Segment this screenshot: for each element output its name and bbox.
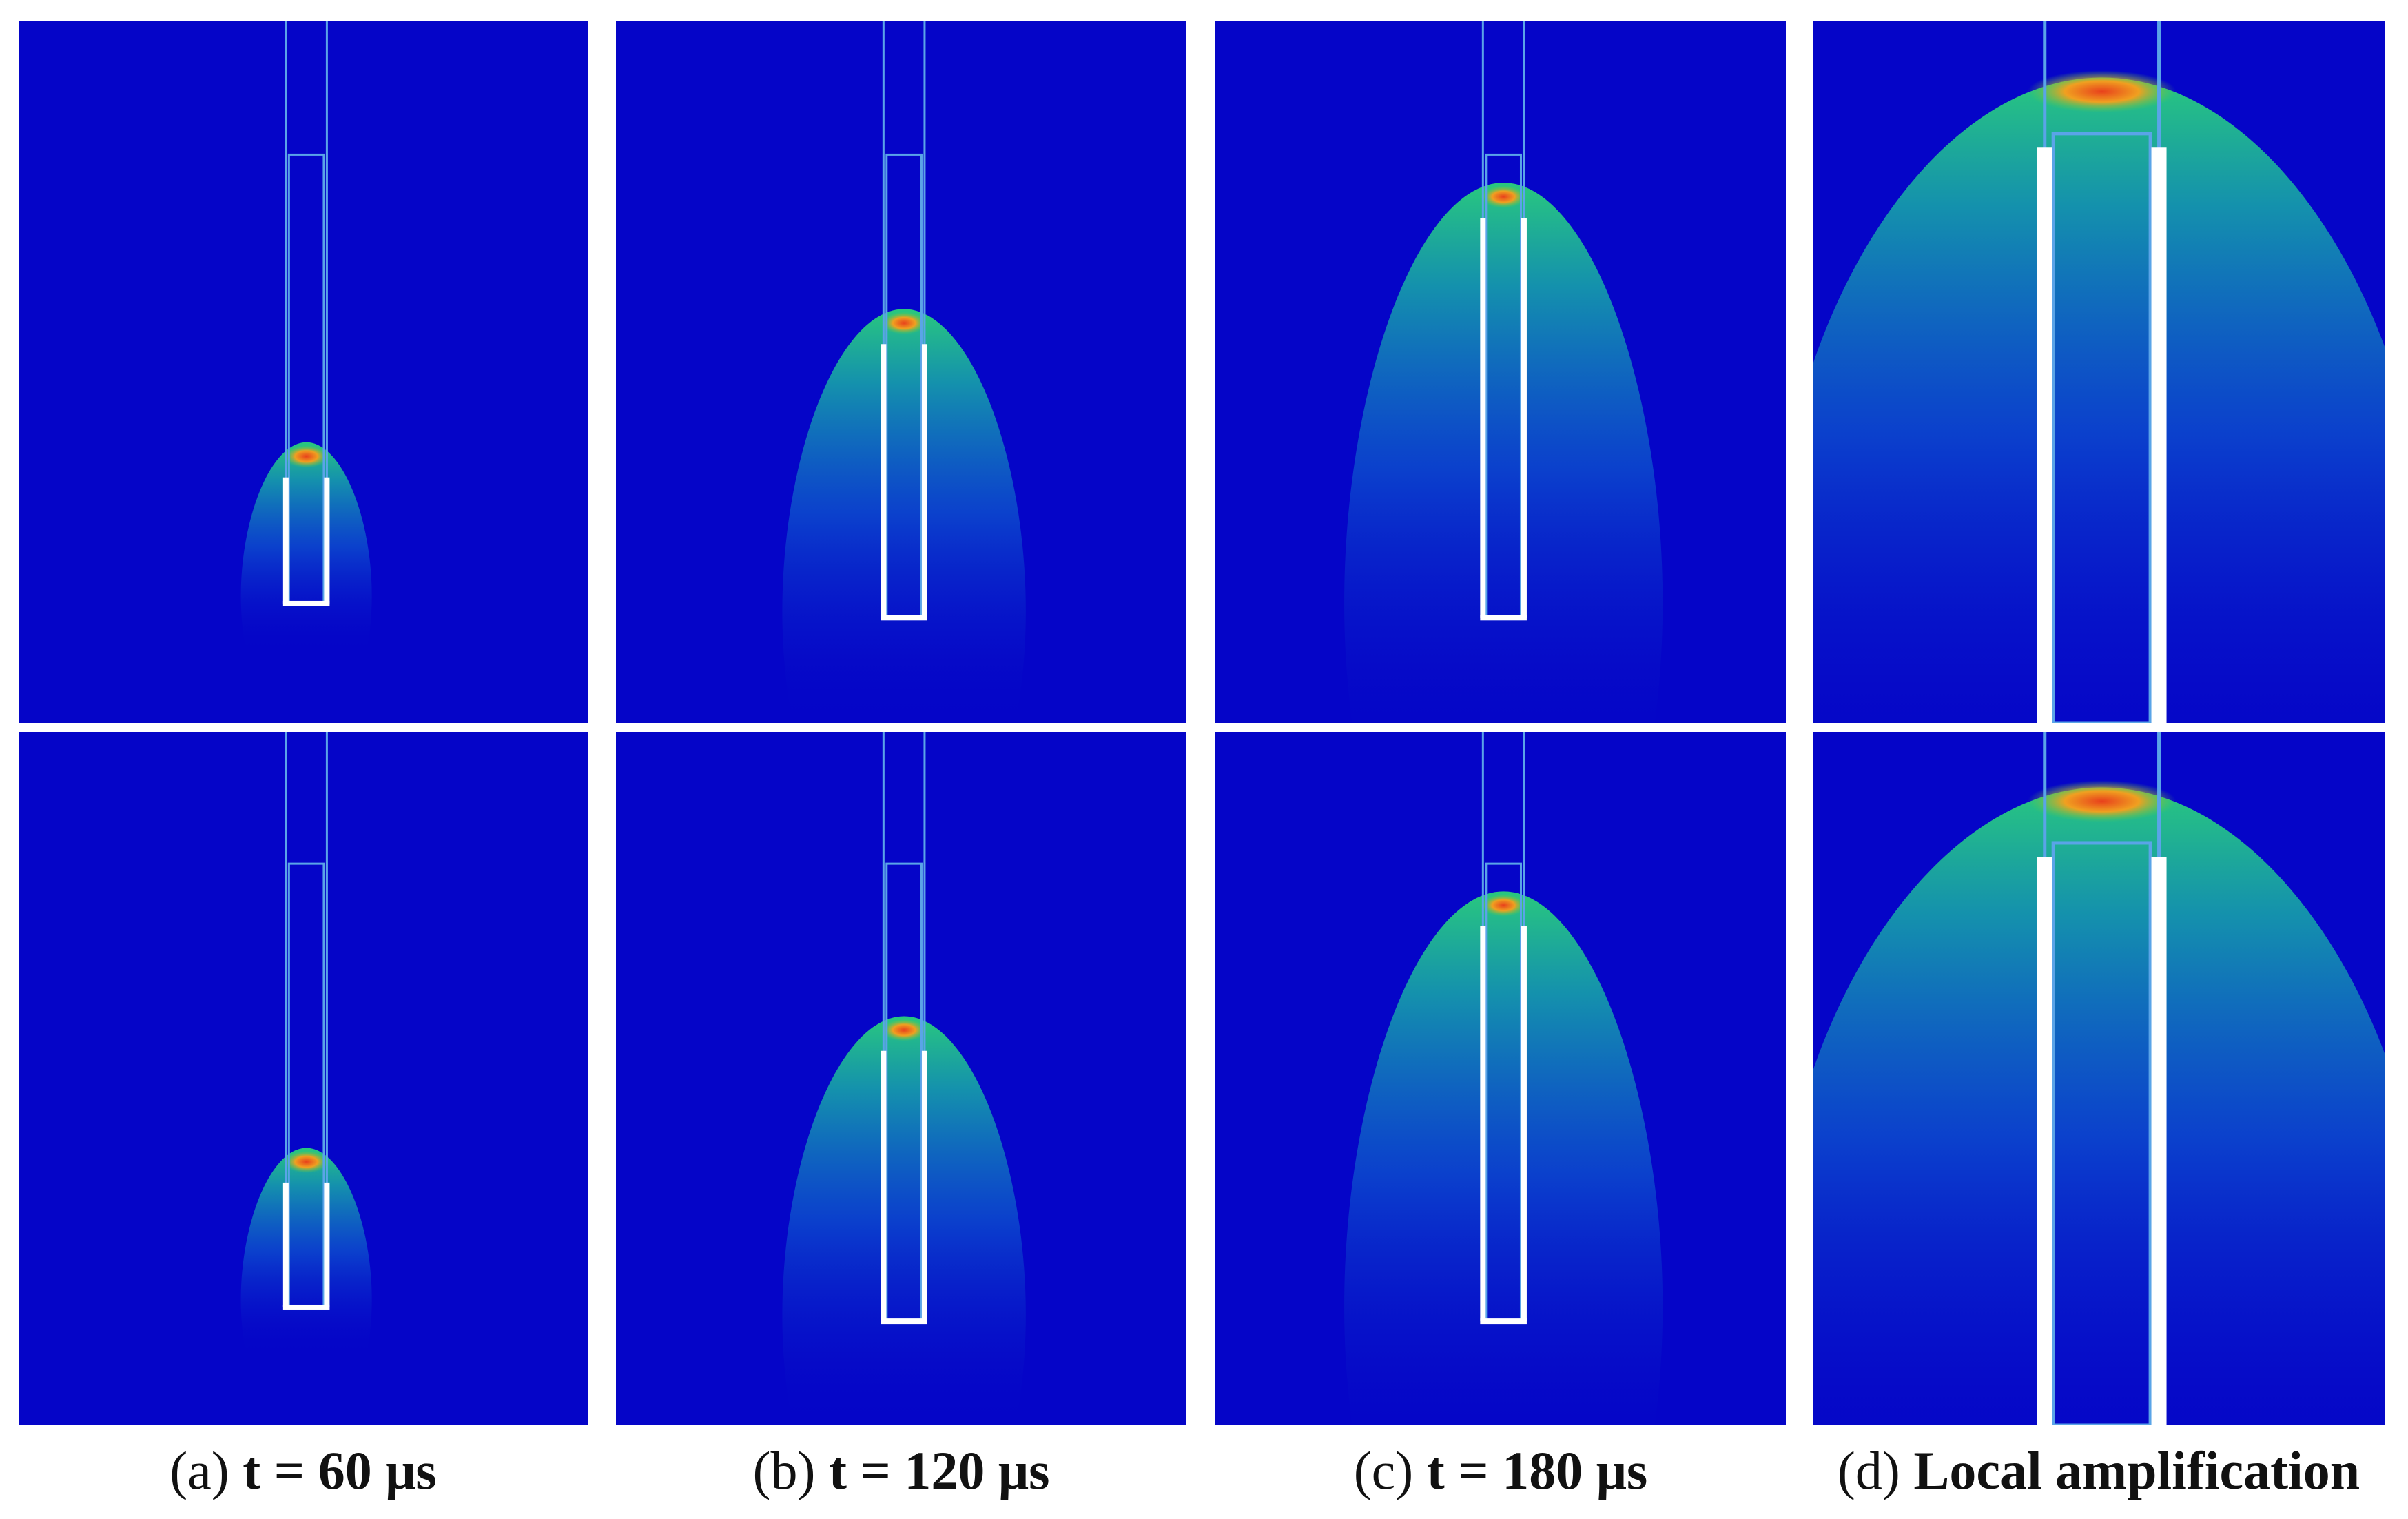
tube-inner — [2051, 841, 2152, 1425]
hot-cap — [881, 312, 927, 335]
white-bar — [921, 344, 927, 618]
caption: (d) Local amplification — [1838, 1440, 2360, 1500]
plume — [782, 309, 1026, 723]
caption-tag: (d) — [1838, 1440, 1900, 1500]
panel — [1813, 732, 2385, 1425]
caption-text: t = 180 μs — [1427, 1440, 1648, 1500]
white-bar — [921, 1050, 927, 1322]
plume — [1344, 891, 1663, 1425]
white-bar — [282, 1304, 330, 1310]
white-bar — [324, 1182, 330, 1307]
panel — [19, 732, 588, 1425]
white-bar — [282, 477, 289, 604]
panel — [616, 21, 1186, 723]
plume — [1344, 183, 1663, 723]
hot-cap — [283, 445, 329, 468]
caption: (c) t = 180 μs — [1354, 1440, 1648, 1500]
plume — [1813, 77, 2385, 723]
hot-cap — [283, 1150, 329, 1173]
plume — [782, 1016, 1026, 1425]
caption-tag: (c) — [1354, 1440, 1414, 1500]
plume — [1813, 787, 2385, 1425]
panel — [19, 21, 588, 723]
white-bar — [881, 615, 927, 621]
white-bar — [1480, 218, 1486, 618]
caption: (a) t = 60 μs — [169, 1440, 437, 1500]
hot-cap — [1481, 894, 1526, 917]
caption-text: t = 60 μs — [243, 1440, 437, 1500]
white-bar — [1480, 615, 1527, 621]
white-bar — [1521, 926, 1527, 1322]
white-bar — [2037, 147, 2052, 723]
panel — [1813, 21, 2385, 723]
white-bar — [282, 600, 330, 606]
panel — [1215, 732, 1786, 1425]
hot-cap — [1481, 185, 1526, 208]
caption: (b) t = 120 μs — [753, 1440, 1050, 1500]
hot-cap — [881, 1019, 927, 1041]
hot-cap — [2027, 780, 2177, 822]
white-bar — [282, 1182, 289, 1307]
white-bar — [1521, 218, 1527, 618]
panel — [616, 732, 1186, 1425]
tube-inner — [2051, 132, 2152, 723]
white-bar — [1480, 926, 1486, 1322]
hot-cap — [2027, 70, 2177, 113]
white-bar — [881, 1050, 887, 1322]
white-bar — [1480, 1318, 1527, 1325]
plume — [240, 1148, 372, 1356]
caption-text: t = 120 μs — [829, 1440, 1050, 1500]
panel — [1215, 21, 1786, 723]
white-bar — [881, 1318, 927, 1325]
white-bar — [2151, 857, 2167, 1425]
caption-tag: (b) — [753, 1440, 816, 1500]
white-bar — [2037, 857, 2052, 1425]
plume — [240, 442, 372, 653]
white-bar — [2151, 147, 2167, 723]
white-bar — [881, 344, 887, 618]
white-bar — [324, 477, 330, 604]
caption-text: Local amplification — [1913, 1440, 2360, 1500]
caption-tag: (a) — [169, 1440, 229, 1500]
